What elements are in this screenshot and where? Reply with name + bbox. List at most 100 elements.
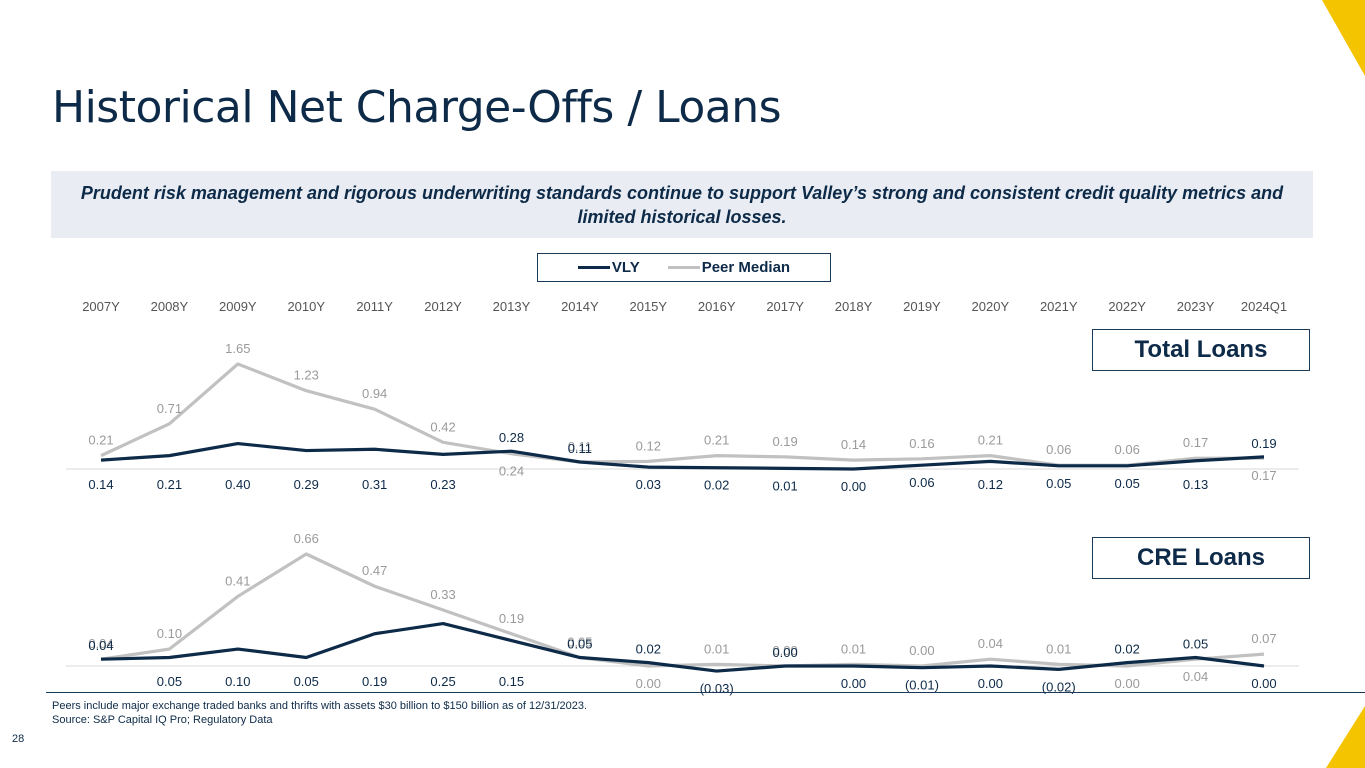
vly-data-label: 0.13 [1183, 477, 1208, 492]
vly-data-label: 0.00 [841, 676, 866, 691]
peer-data-label: 0.06 [1046, 442, 1071, 457]
peer-median-series-line [100, 552, 1265, 668]
x-tick-label: 2012Y [424, 299, 462, 314]
peer-data-label: 1.65 [225, 341, 250, 356]
footnote: Peers include major exchange traded bank… [52, 699, 587, 727]
vly-data-label: 0.28 [499, 430, 524, 445]
vly-data-label: 0.02 [704, 478, 729, 493]
x-tick-label: 2015Y [629, 299, 667, 314]
peer-data-label: 0.11 [568, 439, 592, 454]
vly-data-label: 0.11 [568, 441, 592, 456]
x-tick-label: 2023Y [1177, 299, 1215, 314]
vly-data-label: 0.14 [88, 477, 113, 492]
peer-data-label: 0.17 [1183, 435, 1208, 450]
peer-data-label: 0.01 [704, 641, 729, 656]
vly-data-label: 0.21 [157, 477, 182, 492]
peer-data-label: 0.00 [1115, 676, 1140, 691]
vly-data-label: 0.02 [1115, 642, 1140, 657]
x-tick-label: 2008Y [151, 299, 189, 314]
legend-swatch-vly [577, 266, 610, 269]
vly-data-label: 0.05 [1046, 476, 1071, 491]
peer-data-label: 1.23 [294, 368, 319, 383]
peer-data-label: 0.41 [225, 573, 250, 588]
vly-data-label: (0.02) [1042, 679, 1076, 694]
peer-data-label: 0.00 [636, 676, 661, 691]
total-loans-title: Total Loans [1134, 336, 1268, 363]
vly-series-line [100, 441, 1265, 471]
x-tick-label: 2009Y [219, 299, 257, 314]
peer-data-label: 0.33 [430, 587, 455, 602]
peer-data-label: 0.42 [430, 419, 455, 434]
x-tick-label: 2016Y [698, 299, 736, 314]
x-tick-label: 2014Y [561, 299, 599, 314]
legend-label-vly: VLY [611, 259, 640, 276]
footnote-peers: Peers include major exchange traded bank… [52, 700, 588, 712]
vly-data-label: 0.00 [772, 645, 797, 660]
peer-data-label: 0.07 [1251, 631, 1276, 646]
summary-banner-text: Prudent risk management and rigorous und… [80, 182, 1284, 227]
vly-data-label: 0.40 [225, 477, 250, 492]
peer-median-series-line [100, 362, 1264, 467]
vly-data-label: 0.00 [841, 479, 866, 494]
vly-series-line [100, 621, 1265, 673]
x-tick-label: 2021Y [1040, 299, 1078, 314]
vly-data-label: 0.10 [225, 674, 250, 689]
vly-data-label: 0.00 [1251, 676, 1276, 691]
peer-data-label: 0.66 [294, 531, 319, 546]
vly-data-label: 0.04 [88, 638, 113, 653]
peer-data-label: 0.10 [157, 626, 182, 641]
chart-legend: VLY Peer Median [537, 253, 831, 282]
peer-data-label: 0.14 [841, 437, 866, 452]
vly-data-label: 0.01 [772, 478, 797, 493]
peer-data-label: 0.17 [1251, 468, 1276, 483]
x-tick-label: 2013Y [493, 299, 531, 314]
peer-data-label: 0.24 [499, 464, 524, 479]
vly-data-label: 0.05 [157, 674, 182, 689]
peer-data-label: 0.01 [1046, 641, 1071, 656]
peer-data-label: 0.16 [909, 436, 934, 451]
vly-data-label: 0.05 [294, 674, 319, 689]
vly-data-label: 0.12 [978, 477, 1003, 492]
vly-data-label: 0.15 [499, 674, 524, 689]
vly-data-label: 0.03 [636, 477, 661, 492]
total-loans-title-box: Total Loans [1092, 329, 1310, 371]
peer-data-label: 0.12 [636, 438, 661, 453]
footnote-source: Source: S&P Capital IQ Pro; Regulatory D… [52, 714, 273, 726]
peer-data-label: 0.19 [499, 611, 524, 626]
legend-swatch-peer-median [667, 266, 700, 269]
peer-data-label: 0.00 [772, 643, 797, 658]
vly-data-label: 0.25 [430, 674, 455, 689]
legend-item-peer-median: Peer Median [667, 259, 791, 276]
peer-data-label: 0.04 [978, 636, 1003, 651]
cre-loans-title: CRE Loans [1136, 544, 1265, 571]
corner-accent-top [1322, 0, 1365, 76]
vly-data-label: 0.19 [362, 674, 387, 689]
summary-banner: Prudent risk management and rigorous und… [51, 171, 1313, 238]
peer-data-label: 0.71 [157, 401, 182, 416]
peer-data-label: 0.47 [362, 563, 387, 578]
x-tick-label: 2010Y [287, 299, 325, 314]
corner-accent-bottom [1326, 706, 1365, 768]
vly-data-label: 0.31 [362, 477, 387, 492]
vly-data-label: (0.01) [905, 678, 939, 693]
x-tick-label: 2020Y [972, 299, 1010, 314]
page-title: Historical Net Charge-Offs / Loans [52, 82, 782, 133]
peer-data-label: 0.21 [88, 433, 113, 448]
peer-data-label: 0.01 [841, 641, 866, 656]
x-tick-label: 2019Y [903, 299, 941, 314]
vly-data-label: 0.05 [567, 637, 592, 652]
vly-data-label: 0.00 [978, 676, 1003, 691]
x-tick-label: 2018Y [835, 299, 873, 314]
x-tick-label: 2007Y [82, 299, 120, 314]
peer-data-label: 0.06 [1115, 442, 1140, 457]
legend-item-vly: VLY [577, 259, 640, 276]
vly-data-label: 0.06 [909, 475, 934, 490]
footer-divider [46, 692, 1365, 693]
x-tick-label: 2017Y [766, 299, 804, 314]
peer-data-label: 0.19 [772, 434, 797, 449]
legend-label-peer-median: Peer Median [701, 259, 791, 276]
cre-loans-title-box: CRE Loans [1092, 537, 1310, 579]
x-axis-category-labels: 2007Y 2008Y 2009Y 2010Y 2011Y 2012Y 2013Y 2014Y… [82, 299, 1287, 314]
vly-data-label: 0.23 [430, 477, 455, 492]
peer-data-label: 0.00 [909, 643, 934, 658]
